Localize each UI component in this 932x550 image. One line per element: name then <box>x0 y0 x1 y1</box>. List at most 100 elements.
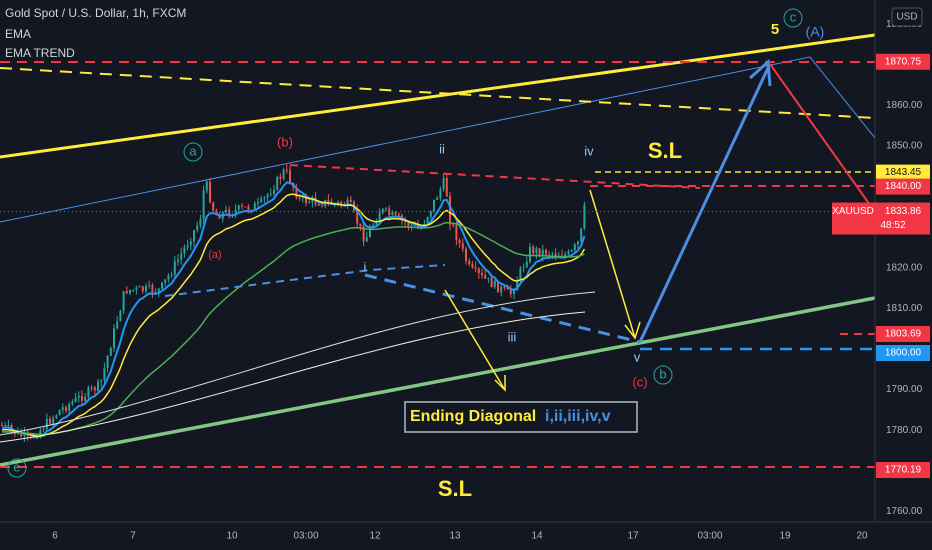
price-label: 1803.69 <box>885 329 922 340</box>
candle <box>74 397 77 402</box>
candle <box>365 237 368 242</box>
ema-long-1 <box>0 291 596 436</box>
candle <box>257 201 259 204</box>
time-tick: 10 <box>226 531 238 542</box>
ema-fast <box>1 181 586 439</box>
candle <box>212 202 215 211</box>
candle <box>445 177 448 197</box>
candle <box>436 197 439 200</box>
candle <box>109 347 112 356</box>
ema-long-2 <box>0 311 586 443</box>
candle <box>45 418 48 430</box>
candle <box>545 249 547 255</box>
candle <box>458 240 461 244</box>
candle <box>247 206 250 210</box>
candle <box>173 261 176 275</box>
candle <box>298 197 301 199</box>
time-tick: 6 <box>52 531 58 542</box>
candle <box>548 254 551 256</box>
time-tick: 14 <box>531 531 543 542</box>
candle <box>506 287 509 290</box>
candle <box>577 241 579 245</box>
candle <box>564 254 567 257</box>
yellow-dashed-trend <box>0 67 876 119</box>
candle <box>340 201 343 205</box>
candle <box>535 248 538 254</box>
candle <box>397 214 400 216</box>
candle <box>100 379 103 382</box>
candle <box>391 212 394 215</box>
price-label-bg <box>876 345 930 361</box>
annotations: 5 c (A) (b) a ii iv S.L S.L i iii v (c) … <box>13 9 824 500</box>
candle <box>570 250 573 252</box>
candle <box>196 225 199 231</box>
candle <box>234 209 237 215</box>
candle <box>253 203 256 211</box>
channel-top <box>0 33 876 159</box>
candle <box>132 289 135 291</box>
price-label-bg <box>876 462 930 479</box>
yellow-arrowhead-2 <box>494 375 506 392</box>
candle <box>439 189 442 198</box>
candle <box>493 280 496 288</box>
candle <box>58 409 61 416</box>
candle <box>327 199 330 202</box>
wave-label: (c) <box>632 374 647 389</box>
blue-arrow <box>638 67 770 343</box>
candle <box>119 310 122 322</box>
candle <box>145 286 147 292</box>
candle <box>103 367 106 380</box>
candle <box>433 199 435 211</box>
candle <box>151 285 154 293</box>
price-label-bg <box>876 164 930 181</box>
wave-label: (b) <box>277 134 293 149</box>
candle <box>477 268 480 273</box>
wave-label: iii <box>508 329 517 344</box>
candle <box>289 170 291 183</box>
diagonal-waves: i,ii,iii,iv,v <box>545 408 611 425</box>
candle <box>381 208 384 213</box>
blue-trendline <box>0 56 876 223</box>
candle <box>503 286 506 288</box>
symbol: Gold Spot / U.S. Dollar, 1h, FXCM <box>5 6 186 20</box>
time-tick: 7 <box>130 531 136 542</box>
candle <box>241 205 243 207</box>
time-tick: 19 <box>779 531 791 542</box>
candle <box>359 223 362 226</box>
candle <box>154 292 157 294</box>
last-price: 1833.86 <box>885 206 922 217</box>
last-symbol: XAUUSD <box>832 206 874 217</box>
candle <box>580 228 583 242</box>
drawings <box>0 8 876 478</box>
candles <box>1 164 586 443</box>
candle <box>308 202 311 204</box>
candle <box>317 204 320 206</box>
candle <box>484 274 487 279</box>
diagonal-box <box>404 401 638 433</box>
candle <box>369 228 371 238</box>
candle <box>68 404 71 411</box>
candle <box>282 169 285 179</box>
candle <box>305 196 307 204</box>
indicator: EMA <box>5 27 31 41</box>
candle <box>157 288 160 293</box>
candle <box>129 289 131 294</box>
price-tick: 1790.00 <box>886 384 923 395</box>
header: Gold Spot / U.S. Dollar, 1h, FXCM EMA EM… <box>5 6 186 60</box>
price-label-bg <box>876 53 930 70</box>
candle <box>180 253 183 260</box>
time-tick: 13 <box>449 531 461 542</box>
candle <box>116 321 119 329</box>
candle <box>375 221 378 225</box>
candle <box>205 181 208 191</box>
candle <box>202 190 205 220</box>
candle <box>516 280 519 291</box>
wave-label: c <box>790 9 797 24</box>
stop-loss: S.L <box>438 476 472 501</box>
candle <box>209 181 211 203</box>
candle <box>465 248 467 261</box>
candle <box>49 418 51 424</box>
candle <box>349 199 352 202</box>
candle <box>413 224 416 226</box>
candle <box>378 212 381 222</box>
